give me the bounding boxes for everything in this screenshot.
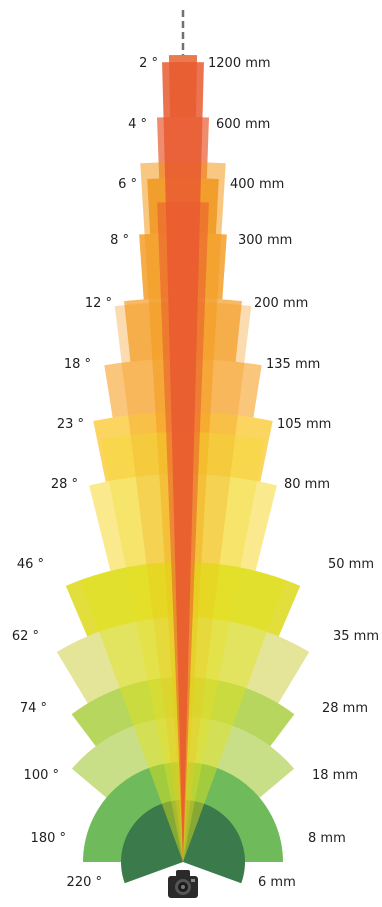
angle-label: 100 °	[24, 768, 59, 783]
angle-label: 18 °	[64, 357, 91, 372]
angle-label: 4 °	[128, 117, 147, 132]
inner-overlay-5	[157, 202, 209, 862]
focal-length-label: 600 mm	[216, 117, 270, 132]
angle-label: 46 °	[17, 557, 44, 572]
lens-labels: 2 ° 1200 mm 4 ° 600 mm 6 ° 400 mm 8 ° 300 mm 12 …	[12, 56, 379, 890]
focal-length-label: 135 mm	[266, 357, 320, 372]
angle-label: 74 °	[20, 701, 47, 716]
angle-label: 62 °	[12, 629, 39, 644]
angle-label: 2 °	[139, 56, 158, 71]
focal-length-label: 80 mm	[284, 477, 330, 492]
focal-length-label: 50 mm	[328, 557, 374, 572]
angle-label: 6 °	[118, 177, 137, 192]
focal-length-label: 28 mm	[322, 701, 368, 716]
focal-length-label: 1200 mm	[208, 56, 271, 71]
angle-label: 12 °	[85, 296, 112, 311]
focal-length-label: 35 mm	[333, 629, 379, 644]
focal-length-label: 6 mm	[258, 875, 296, 890]
field-of-view-sectors	[56, 54, 310, 884]
focal-length-label: 200 mm	[254, 296, 308, 311]
focal-length-label: 105 mm	[277, 417, 331, 432]
angle-label: 23 °	[57, 417, 84, 432]
angle-label: 180 °	[31, 831, 66, 846]
focal-length-label: 400 mm	[230, 177, 284, 192]
angle-label: 220 °	[67, 875, 102, 890]
focal-length-label: 300 mm	[238, 233, 292, 248]
focal-length-label: 8 mm	[308, 831, 346, 846]
camera-icon	[168, 870, 198, 898]
angle-label: 28 °	[51, 477, 78, 492]
focal-length-label: 18 mm	[312, 768, 358, 783]
angle-label: 8 °	[110, 233, 129, 248]
